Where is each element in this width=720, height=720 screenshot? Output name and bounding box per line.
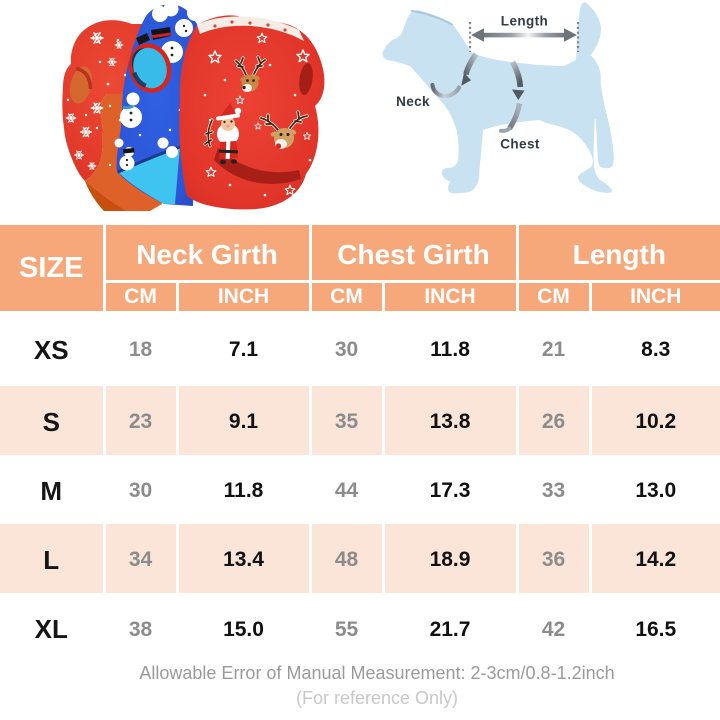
svg-text:Chest: Chest <box>500 137 540 152</box>
svg-text:Length: Length <box>501 14 548 29</box>
svg-text:Neck: Neck <box>396 94 430 109</box>
